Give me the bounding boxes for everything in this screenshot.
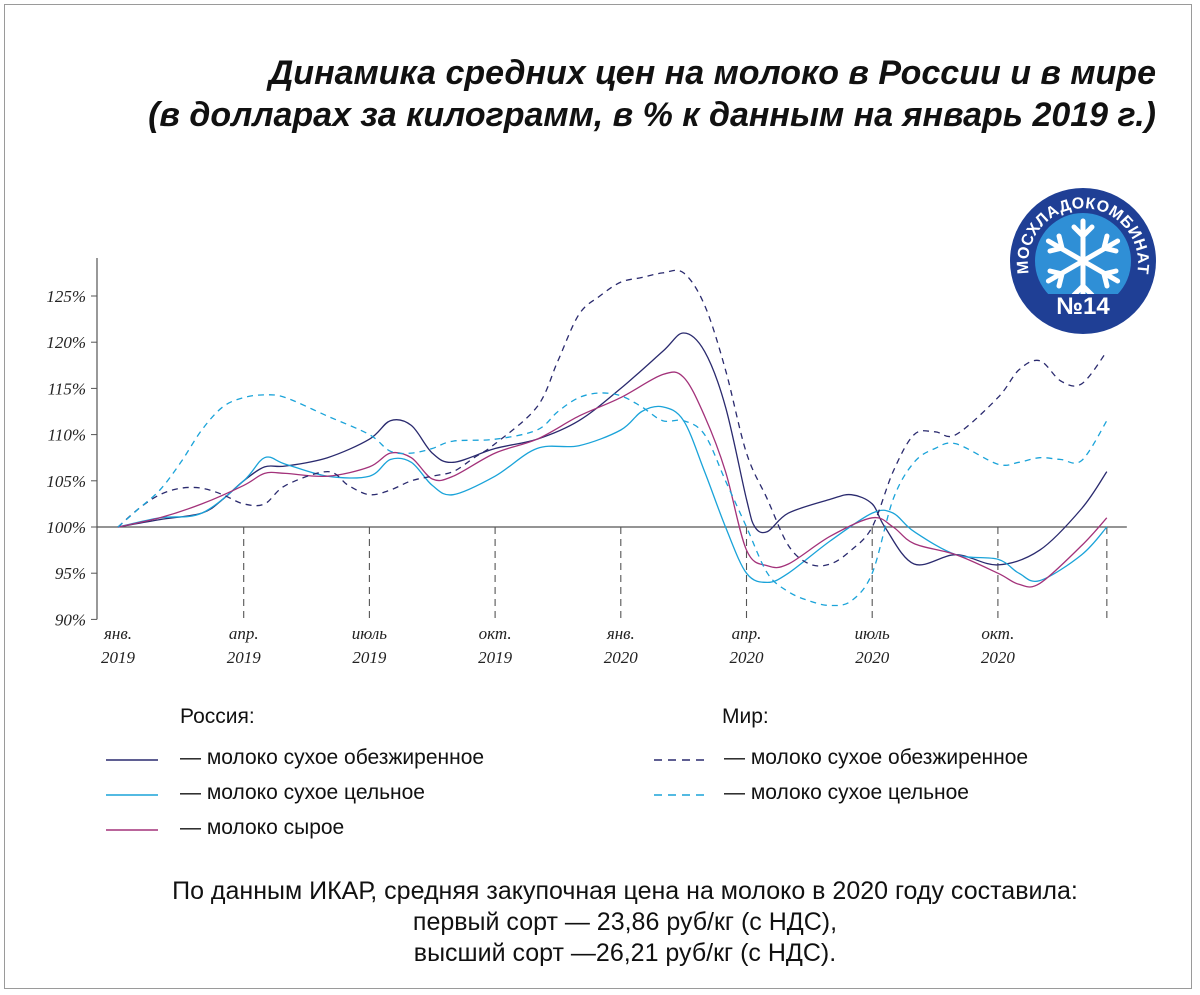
line-chart: 90% 95% 100% 105% 110% 115% 120% 125% янв. 2019 а… xyxy=(46,258,1127,667)
series-russia-skim-powder xyxy=(117,332,1108,566)
legend-russia-heading: Россия: xyxy=(180,705,255,728)
y-axis: 90% 95% 100% 105% 110% 115% 120% 125% xyxy=(46,258,98,629)
x-tick-year-label: 2020 xyxy=(981,648,1016,667)
x-tick-month-label: апр. xyxy=(732,624,762,643)
snowflake-icon xyxy=(1045,218,1121,304)
x-tick-month-label: янв. xyxy=(606,624,635,643)
footer-line-2: первый сорт — 23,86 руб/кг (с НДС), xyxy=(412,908,838,936)
y-tick-label: 115% xyxy=(48,379,86,398)
x-tick-month-label: окт. xyxy=(981,624,1014,643)
logo-seal: МОСХЛАДОКОМБИНАТ №14 xyxy=(1010,188,1156,334)
legend-label-world-whole: — молоко сухое цельное xyxy=(724,781,969,804)
y-tick-label: 120% xyxy=(46,333,86,352)
x-tick-month-label: янв. xyxy=(103,624,132,643)
x-tick-month-label: окт. xyxy=(479,624,512,643)
series-russia-raw-milk xyxy=(117,371,1108,588)
legend-world-swatches xyxy=(654,759,706,796)
y-tick-label: 110% xyxy=(48,426,86,445)
legend-label-russia-raw: — молоко сырое xyxy=(180,816,345,839)
logo-number: №14 xyxy=(1056,293,1110,320)
y-tick-label: 90% xyxy=(55,610,86,629)
footer-line-1: По данным ИКАР, средняя закупочная цена … xyxy=(172,877,1078,905)
chart-title-line-1: Динамика средних цен на молоко в России … xyxy=(268,54,1156,92)
legend-world-heading: Мир: xyxy=(722,705,769,728)
logo-number-plate xyxy=(1048,294,1118,318)
footer-line-3: высший сорт —26,21 руб/кг (с НДС). xyxy=(413,939,837,967)
x-tick-month-label: июль xyxy=(855,624,890,643)
y-tick-label: 95% xyxy=(55,564,86,583)
x-tick-month-label: июль xyxy=(352,624,387,643)
x-tick-year-label: 2020 xyxy=(730,648,765,667)
footer-note: По данным ИКАР, средняя закупочная цена … xyxy=(0,876,1200,969)
x-tick-year-label: 2020 xyxy=(855,648,890,667)
chart-title: Динамика средних цен на молоко в России … xyxy=(148,52,1156,136)
series-world-whole-powder xyxy=(117,392,1108,607)
series-russia-whole-powder xyxy=(117,405,1108,584)
x-tick-year-label: 2019 xyxy=(478,648,513,667)
y-tick-label: 105% xyxy=(46,472,86,491)
x-tick-year-label: 2019 xyxy=(227,648,262,667)
legend-label-russia-skim: — молоко сухое обезжиренное xyxy=(180,746,485,769)
chart-title-line-2: (в долларах за килограмм, в % к данным н… xyxy=(148,96,1156,134)
legend-label-russia-whole: — молоко сухое цельное xyxy=(180,781,425,804)
legend-label-world-skim: — молоко сухое обезжиренное xyxy=(724,746,1029,769)
x-tick-year-label: 2019 xyxy=(352,648,387,667)
x-axis: янв. 2019 апр. 2019 июль 2019 окт. 2019 янв. 2020… xyxy=(97,526,1127,667)
x-tick-year-label: 2019 xyxy=(101,648,136,667)
y-tick-label: 100% xyxy=(46,518,86,537)
chart-frame xyxy=(4,4,1192,989)
y-tick-label: 125% xyxy=(46,287,86,306)
series-layer xyxy=(117,269,1108,607)
series-world-skim-powder xyxy=(117,269,1108,567)
x-tick-month-label: апр. xyxy=(229,624,259,643)
x-tick-year-label: 2020 xyxy=(604,648,639,667)
legend-russia-swatches xyxy=(106,759,158,831)
